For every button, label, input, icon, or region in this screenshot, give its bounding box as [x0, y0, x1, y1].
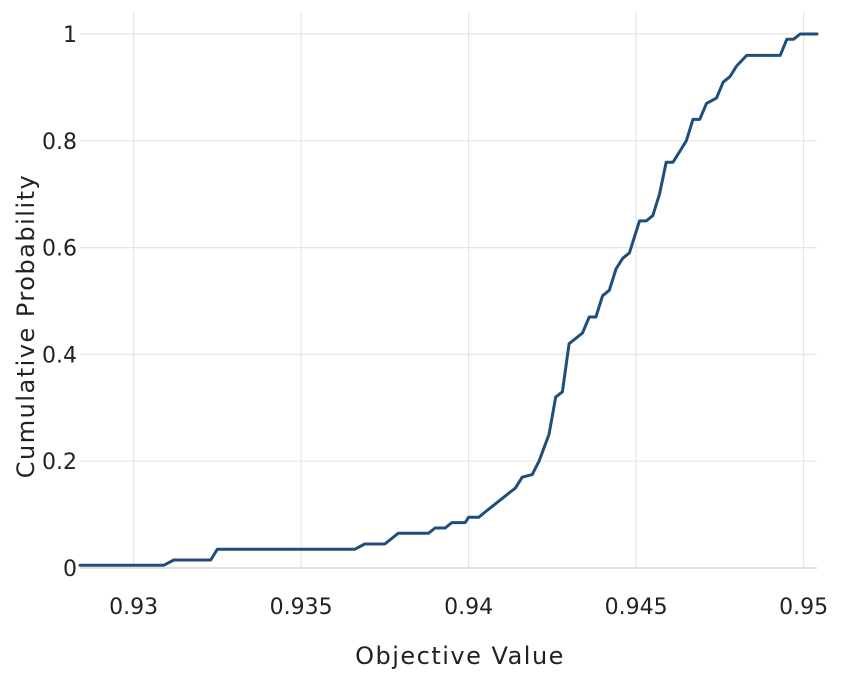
y-tick-label: 0.2	[42, 450, 77, 475]
y-tick-labels: 0 0.2 0.4 0.6 0.8 1	[42, 23, 77, 582]
x-axis-label: Objective Value	[355, 642, 565, 670]
y-tick-label: 0	[63, 557, 77, 582]
cdf-series-line	[78, 32, 819, 567]
y-tick-label: 0.8	[42, 130, 77, 155]
y-tick-label: 0.4	[42, 343, 77, 368]
y-tick-label: 1	[63, 23, 77, 48]
y-tick-label: 0.6	[42, 237, 77, 262]
x-tick-label: 0.94	[444, 595, 493, 620]
x-tick-label: 0.945	[605, 595, 668, 620]
y-axis-label: Cumulative Probability	[12, 174, 40, 478]
grid-layer	[80, 12, 817, 568]
series-layer	[78, 32, 819, 567]
x-tick-label: 0.93	[109, 595, 158, 620]
x-tick-label: 0.935	[270, 595, 333, 620]
x-tick-label: 0.95	[779, 595, 828, 620]
x-tick-labels: 0.93 0.935 0.94 0.945 0.95	[109, 595, 828, 620]
